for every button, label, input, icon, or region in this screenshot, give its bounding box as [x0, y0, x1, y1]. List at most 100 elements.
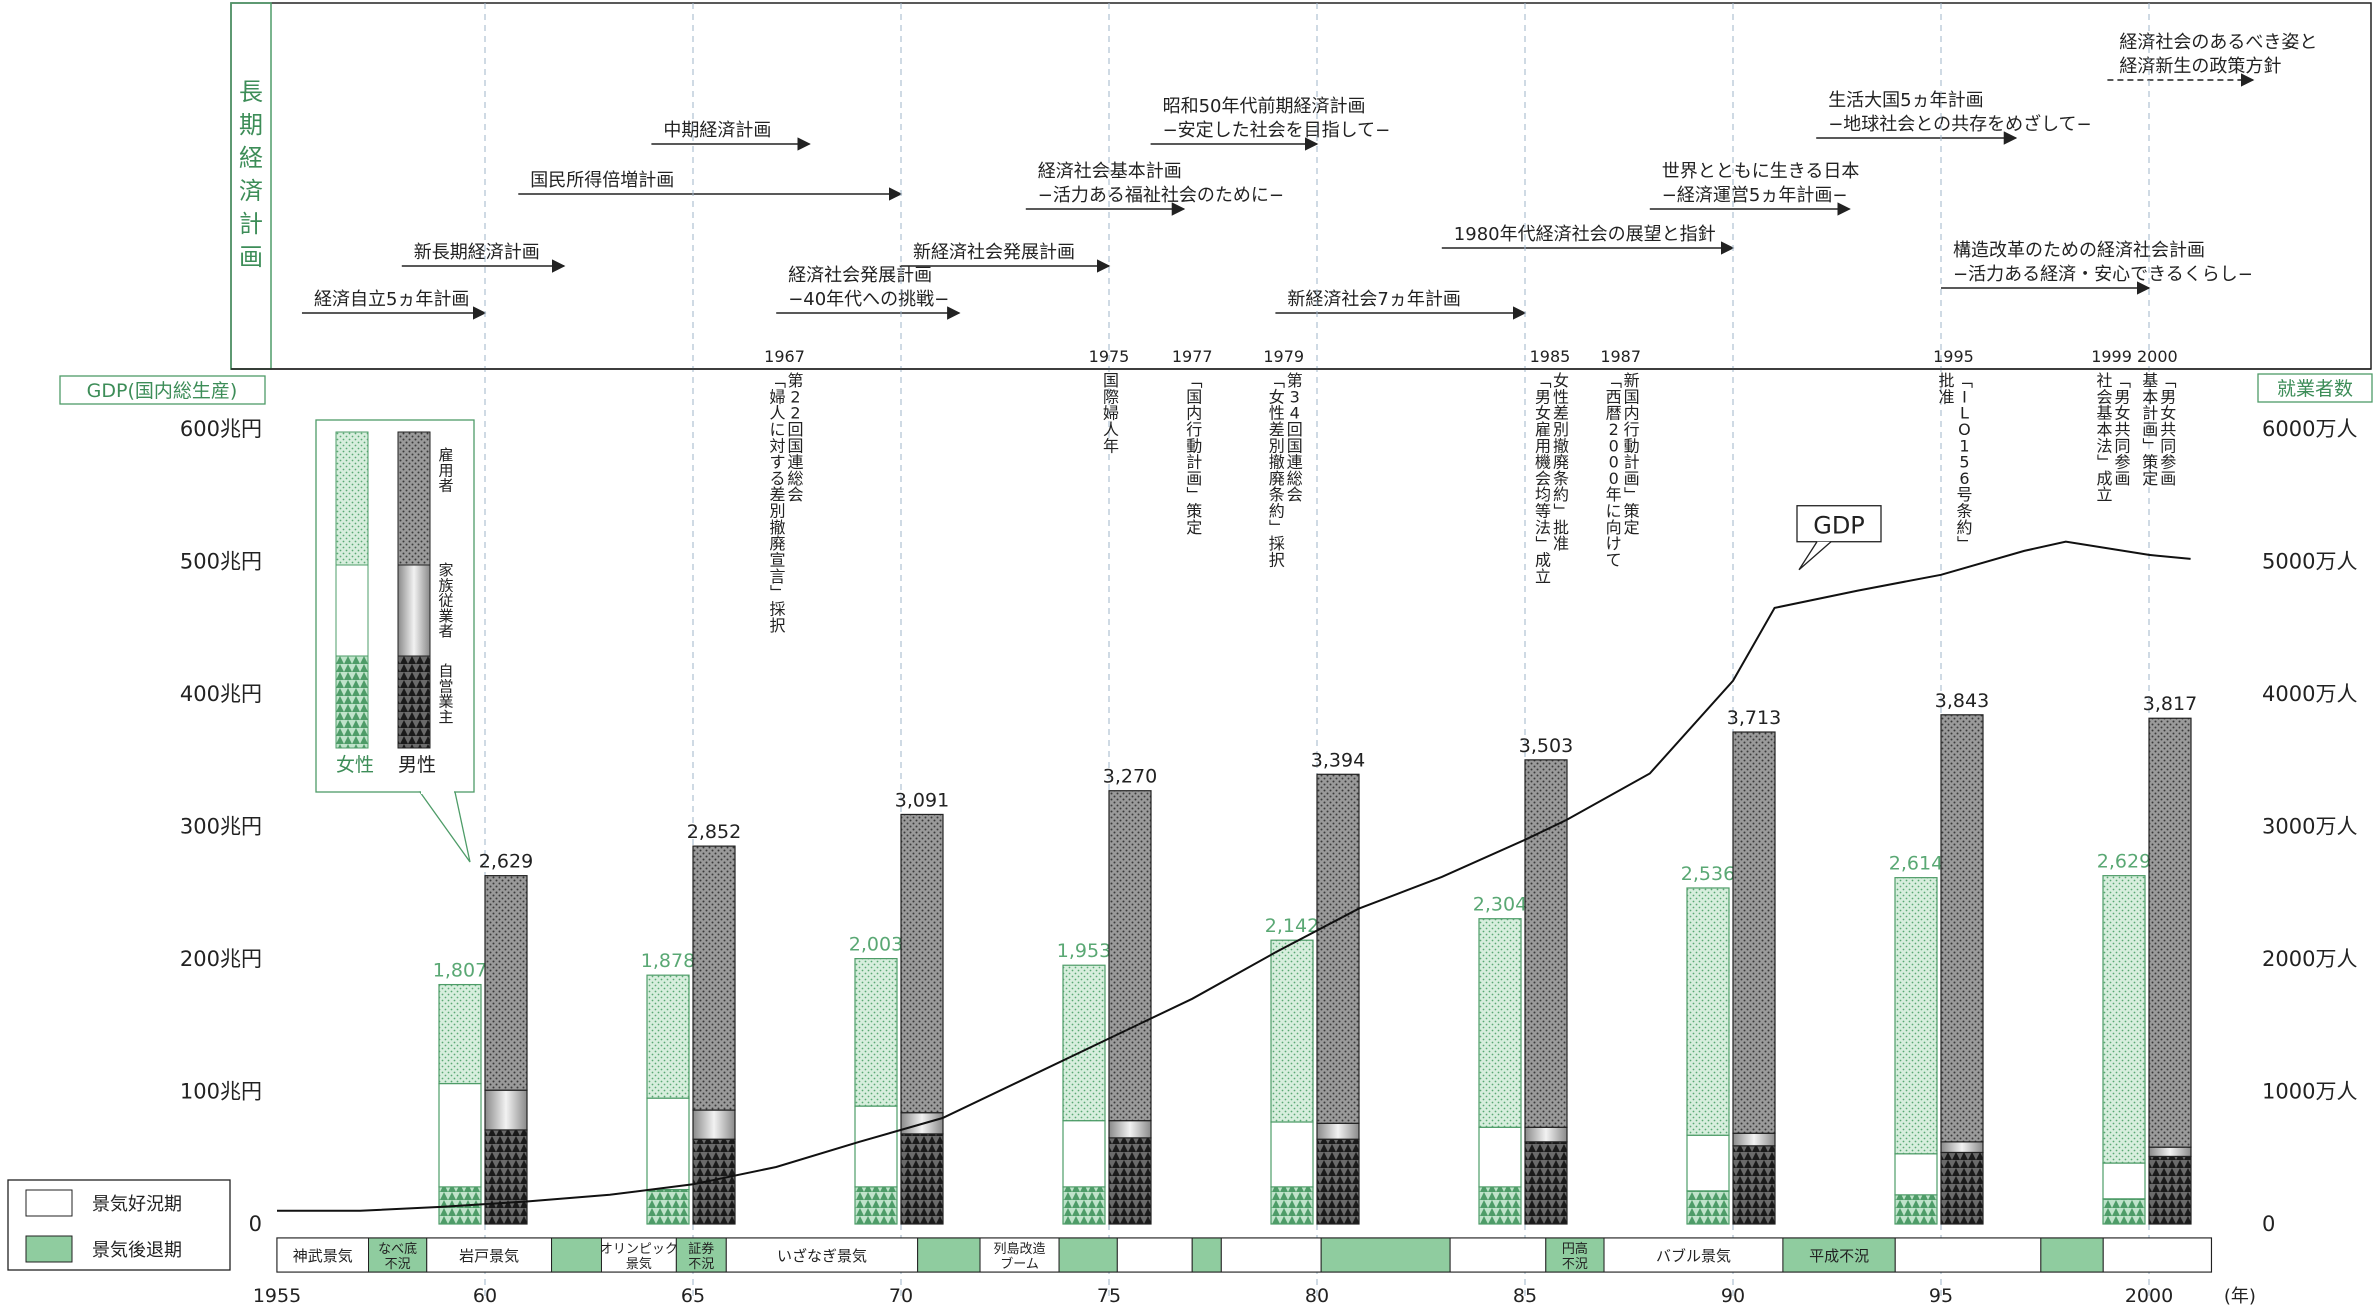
svg-text:人: 人	[1103, 420, 1119, 439]
svg-text:す: す	[770, 453, 786, 472]
svg-text:批: 批	[1553, 518, 1569, 537]
event-year: 1995	[1933, 347, 1974, 366]
gdp-line	[277, 540, 2191, 1212]
svg-text:約: 約	[1553, 485, 1569, 504]
svg-text:「: 「	[2113, 372, 2132, 388]
event-year: 1979	[1263, 347, 1304, 366]
boom-period	[1220, 1237, 1322, 1273]
boom-legend-label: 景気好況期	[92, 1194, 182, 1215]
left-tick-label: 400兆円	[180, 682, 262, 706]
svg-text:」: 」	[1267, 519, 1286, 535]
cycle-label: 列島改造	[994, 1242, 1046, 1257]
svg-text:会: 会	[788, 485, 804, 504]
women-bar-segment	[854, 958, 898, 1107]
svg-text:成: 成	[1535, 551, 1551, 570]
men-bar-segment	[2148, 1146, 2192, 1158]
plan-title-char: 画	[239, 243, 263, 271]
recession-period	[917, 1237, 981, 1273]
svg-text:総: 総	[788, 469, 804, 488]
boom-period	[600, 1237, 677, 1273]
x-axis-unit: (年)	[2224, 1286, 2256, 1307]
svg-text:内: 内	[1186, 404, 1202, 423]
left-axis-title-box	[59, 375, 266, 405]
legend-men-family	[397, 564, 431, 657]
svg-text:女: 女	[1535, 404, 1551, 423]
svg-text:会: 会	[1287, 485, 1303, 504]
recession-period	[368, 1237, 428, 1273]
men-bar-label: 3,091	[895, 789, 949, 811]
svg-text:定: 定	[1186, 518, 1202, 537]
plan-label: 構造改革のための経済社会計画	[1953, 240, 2205, 261]
left-axis-title: GDP(国内総生産)	[87, 380, 238, 402]
women-bar-label: 2,629	[2097, 851, 2151, 873]
men-bar-segment	[2148, 1155, 2192, 1225]
men-bar-segment	[1940, 714, 1984, 1143]
svg-text:「: 「	[1604, 372, 1623, 388]
svg-text:者: 者	[438, 622, 453, 640]
cycle-label: ブーム	[1000, 1256, 1039, 1272]
right-tick-label: 3000万人	[2262, 815, 2357, 839]
legend-men-label: 男性	[398, 754, 436, 776]
svg-text:条: 条	[1553, 469, 1569, 488]
svg-text:0: 0	[1609, 469, 1619, 488]
women-bar-segment	[1478, 1186, 1522, 1225]
cycle-label: いざなぎ景気	[777, 1247, 867, 1265]
gdp-series: GDP	[277, 505, 2191, 1212]
svg-text:」: 」	[1622, 487, 1641, 503]
women-bar-label: 2,142	[1265, 915, 1319, 937]
women-bar-segment	[438, 983, 482, 1085]
x-tick-label: 60	[473, 1285, 497, 1307]
legend-women-family	[335, 564, 369, 657]
svg-text:総: 総	[1287, 469, 1303, 488]
svg-text:雇: 雇	[1535, 420, 1551, 439]
x-tick-label: 70	[889, 1285, 913, 1307]
svg-text:計: 計	[2142, 404, 2158, 423]
plan-label: 経済社会のあるべき姿と	[2119, 32, 2317, 53]
men-bar-label: 3,503	[1519, 735, 1573, 757]
women-bar-segment	[438, 1082, 482, 1188]
plan-label: 新経済社会7ヵ年計画	[1287, 289, 1460, 310]
men-bar-segment	[1108, 1120, 1152, 1139]
svg-text:女: 女	[2160, 404, 2176, 423]
recession-legend-label: 景気後退期	[92, 1240, 182, 1261]
cycle-label: 不況	[1562, 1257, 1588, 1272]
women-bar-segment	[1062, 1120, 1106, 1188]
svg-text:動: 動	[1186, 436, 1202, 455]
boom-period	[1894, 1237, 2042, 1273]
left-tick-label: 200兆円	[180, 947, 262, 971]
right-tick-label: 1000万人	[2262, 1080, 2357, 1104]
business-cycle-legend: 景気好況期 景気後退期	[7, 1179, 231, 1271]
svg-text:廃: 廃	[1269, 469, 1285, 488]
svg-text:策: 策	[2142, 453, 2158, 472]
men-bar-segment	[692, 1109, 736, 1140]
plan-title-char: 長	[239, 78, 263, 106]
svg-text:択: 択	[1269, 551, 1285, 570]
left-tick-label: 500兆円	[180, 550, 262, 574]
cycle-label: 不況	[688, 1257, 714, 1272]
men-bar-segment	[1732, 1132, 1776, 1147]
svg-text:動: 動	[1624, 436, 1640, 455]
legend-women-label: 女性	[336, 754, 374, 776]
svg-text:回: 回	[1287, 420, 1303, 439]
svg-text:雇: 雇	[438, 446, 453, 464]
plan-label: 経済社会発展計画	[788, 265, 932, 286]
svg-text:約: 約	[1956, 518, 1972, 537]
women-bar-segment	[1686, 1190, 1730, 1225]
svg-text:国: 国	[788, 436, 804, 455]
right-axis-title: 就業者数	[2277, 378, 2353, 400]
svg-text:4: 4	[1290, 404, 1300, 423]
men-bar-segment	[692, 845, 736, 1111]
svg-text:回: 回	[788, 420, 804, 439]
svg-text:廃: 廃	[770, 534, 786, 553]
cycle-label: 岩戸景気	[459, 1247, 519, 1265]
recession-period	[1191, 1237, 1222, 1273]
svg-text:年: 年	[1606, 485, 1622, 504]
svg-text:家: 家	[438, 561, 453, 579]
plan-label: 新長期経済計画	[414, 242, 540, 263]
svg-text:3: 3	[1290, 387, 1300, 406]
